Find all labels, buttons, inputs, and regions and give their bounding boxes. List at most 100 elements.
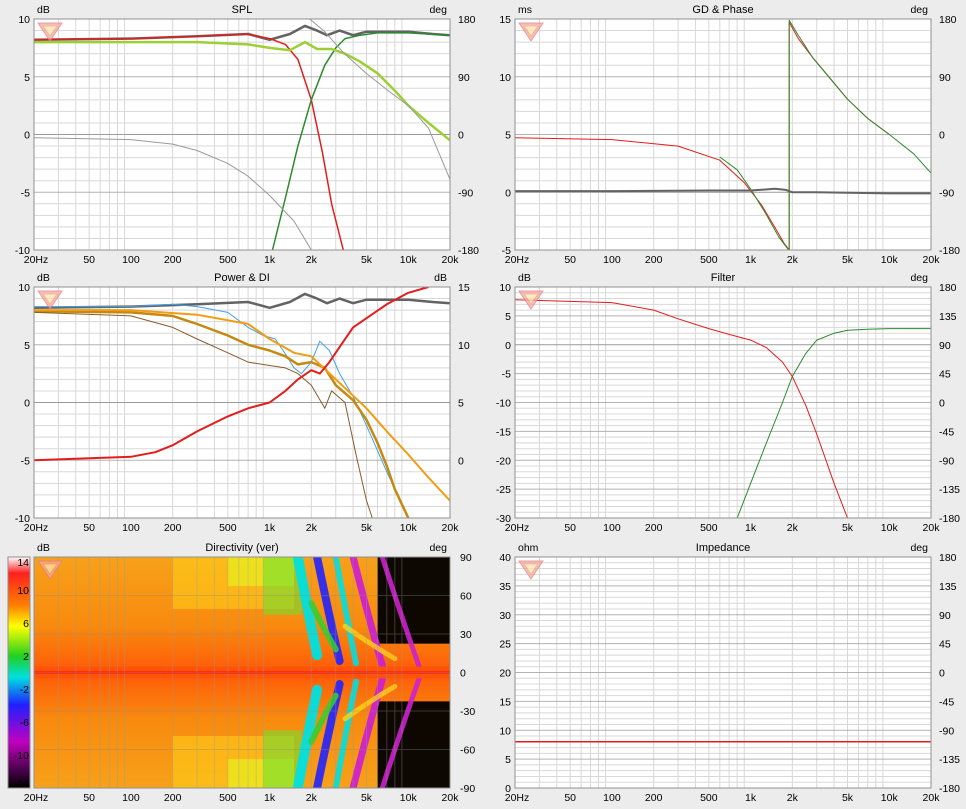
x-tick-label: 5k xyxy=(842,792,854,804)
y-tick-label: 5 xyxy=(505,130,511,142)
vituixcad-logo-icon xyxy=(518,560,544,580)
x-tick-label: 20k xyxy=(923,792,941,804)
y-tick-label: -5 xyxy=(21,187,30,199)
x-tick-label: 10k xyxy=(881,522,899,534)
y2-tick-label: 60 xyxy=(460,591,472,603)
y-tick-label: 5 xyxy=(24,340,30,352)
y2-tick-label: 180 xyxy=(458,14,476,26)
y2-tick-label: 180 xyxy=(939,282,957,294)
heatmap xyxy=(34,557,450,788)
y2-tick-label: 45 xyxy=(939,369,951,381)
chart-title: GD & Phase xyxy=(692,4,753,16)
y-tick-label: -20 xyxy=(496,455,511,467)
x-tick-label: 5k xyxy=(361,522,373,534)
y-tick-label: -10 xyxy=(15,513,30,525)
y-tick-label: 15 xyxy=(499,14,511,26)
colorbar-tick-label: 14 xyxy=(17,557,29,569)
grid xyxy=(515,286,931,519)
y2-tick-label: 0 xyxy=(460,668,466,680)
colorbar-tick-label: 6 xyxy=(23,618,29,630)
x-tick-label: 100 xyxy=(122,254,140,266)
x-tick-label: 50 xyxy=(83,792,95,804)
left-unit-label: dB xyxy=(37,542,50,554)
x-tick-label: 200 xyxy=(164,254,182,266)
y-tick-label: 35 xyxy=(499,581,511,593)
y2-tick-label: 0 xyxy=(458,130,464,142)
x-tick-label: 2k xyxy=(306,254,318,266)
y2-tick-label: -90 xyxy=(939,455,954,467)
vituixcad-logo-icon xyxy=(37,560,63,580)
y2-tick-label: -135 xyxy=(939,484,960,496)
x-tick-label: 50 xyxy=(564,522,576,534)
chart-title: SPL xyxy=(232,4,253,16)
x-tick-label: 2k xyxy=(787,254,799,266)
y2-tick-label: 90 xyxy=(458,72,470,84)
x-tick-label: 100 xyxy=(603,792,621,804)
y-tick-label: -30 xyxy=(496,513,511,525)
heatmap-band xyxy=(308,600,339,653)
y2-tick-label: 135 xyxy=(939,311,957,323)
y2-tick-label: 0 xyxy=(939,398,945,410)
y-tick-label: 10 xyxy=(499,282,511,294)
chart-title: Impedance xyxy=(696,542,750,554)
heatmap-band xyxy=(332,678,360,788)
heatmap-band xyxy=(342,623,398,662)
y-tick-label: 0 xyxy=(24,130,30,142)
y-tick-label: 10 xyxy=(499,725,511,737)
series-line-light_gray xyxy=(309,19,450,180)
x-tick-label: 1k xyxy=(745,254,757,266)
y-tick-label: -25 xyxy=(496,484,511,496)
x-tick-label: 200 xyxy=(645,792,663,804)
x-tick-label: 20Hz xyxy=(505,792,530,804)
x-tick-label: 200 xyxy=(645,254,663,266)
grid xyxy=(515,556,931,789)
series-line-brown xyxy=(34,311,373,518)
plot-border xyxy=(514,286,932,519)
y2-tick-label: -45 xyxy=(939,696,954,708)
x-tick-label: 2k xyxy=(306,522,318,534)
x-tick-label: 20Hz xyxy=(505,254,530,266)
x-tick-label: 200 xyxy=(164,522,182,534)
colorbar-tick-label: 10 xyxy=(17,585,29,597)
x-tick-label: 50 xyxy=(83,522,95,534)
heatmap-band xyxy=(342,683,398,722)
y-tick-label: -5 xyxy=(502,245,511,257)
y-tick-label: -5 xyxy=(21,455,30,467)
colorbar-tick-label: -14 xyxy=(14,778,29,790)
series-line-red xyxy=(34,33,345,250)
x-tick-label: 20Hz xyxy=(505,522,530,534)
y2-tick-label: 135 xyxy=(939,581,957,593)
series-line-red xyxy=(515,299,848,518)
y2-tick-label: 180 xyxy=(939,552,957,564)
series-group xyxy=(515,299,931,518)
y2-tick-label: 0 xyxy=(939,130,945,142)
y2-tick-label: 180 xyxy=(939,14,957,26)
x-tick-label: 2k xyxy=(787,522,799,534)
series-line-orange xyxy=(34,309,450,502)
y-tick-label: 10 xyxy=(18,14,30,26)
y-tick-label: 5 xyxy=(24,72,30,84)
colorbar xyxy=(7,556,31,789)
x-tick-label: 5k xyxy=(361,792,373,804)
series-line-green xyxy=(788,19,931,250)
grid xyxy=(515,18,931,251)
x-tick-label: 200 xyxy=(164,792,182,804)
y2-tick-label: -180 xyxy=(939,783,960,795)
y2-tick-label: 5 xyxy=(458,398,464,410)
series-group xyxy=(515,19,931,250)
left-unit-label: ohm xyxy=(518,542,539,554)
y2-tick-label: 15 xyxy=(458,282,470,294)
vituixcad-logo-icon xyxy=(518,22,544,42)
x-tick-label: 5k xyxy=(361,254,373,266)
x-tick-label: 20k xyxy=(442,254,460,266)
x-tick-label: 20Hz xyxy=(24,792,49,804)
heatmap-axis-line xyxy=(34,671,450,674)
x-tick-label: 500 xyxy=(700,792,718,804)
x-tick-label: 500 xyxy=(219,254,237,266)
y2-tick-label: 90 xyxy=(939,340,951,352)
chart-title: Directivity (ver) xyxy=(205,542,278,554)
heatmap-zone xyxy=(377,701,450,788)
